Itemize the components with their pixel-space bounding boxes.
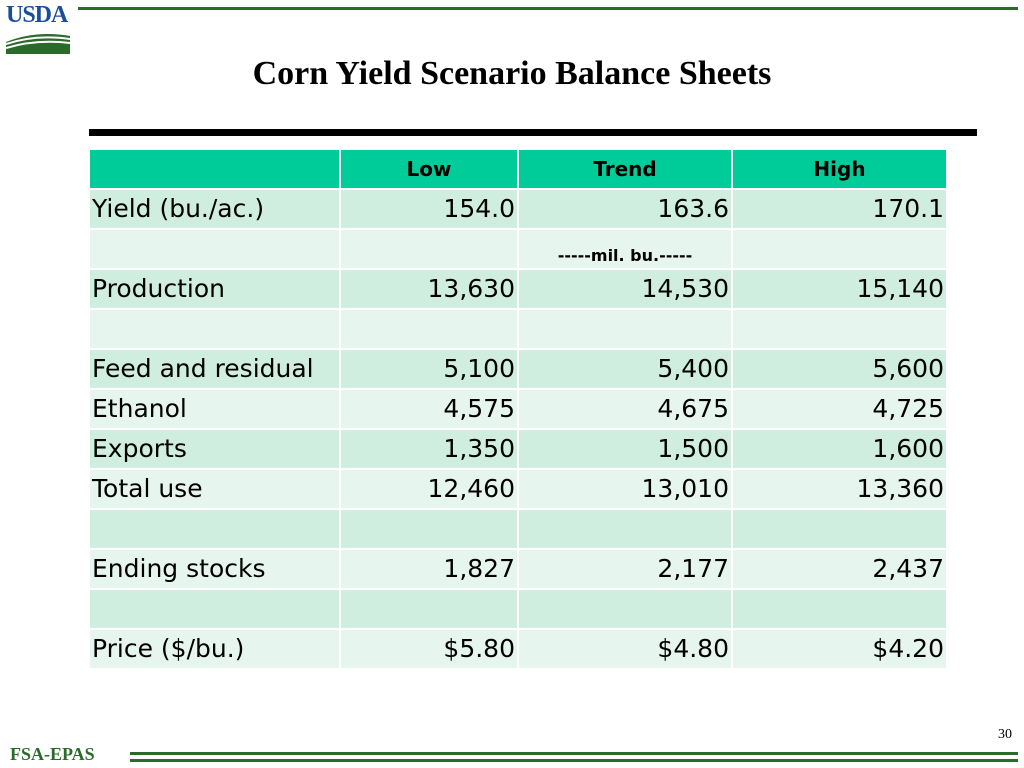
table-row: Exports 1,350 1,500 1,600 [88, 428, 948, 470]
footer-rule [130, 759, 1018, 762]
cell-value: $4.20 [731, 628, 948, 670]
title-divider [89, 129, 977, 136]
cell-value: $4.80 [517, 628, 733, 670]
column-header [88, 148, 341, 190]
cell-value [731, 228, 948, 270]
footer-rule [130, 752, 1018, 755]
balance-sheet-table: Low Trend High Yield (bu./ac.) 154.0 163… [88, 148, 948, 670]
column-header-trend: Trend [517, 148, 733, 190]
row-label [88, 588, 341, 630]
row-label [88, 508, 341, 550]
cell-value: 13,010 [517, 468, 733, 510]
cell-value: 1,500 [517, 428, 733, 470]
cell-value [517, 508, 733, 550]
usda-logo-text: USDA [6, 2, 68, 28]
cell-value: $5.80 [339, 628, 519, 670]
table-row: Feed and residual 5,100 5,400 5,600 [88, 348, 948, 390]
unit-label: -----mil. bu.----- [517, 228, 733, 270]
cell-value [339, 508, 519, 550]
page-title: Corn Yield Scenario Balance Sheets [252, 55, 772, 92]
cell-value: 13,630 [339, 268, 519, 310]
cell-value: 5,100 [339, 348, 519, 390]
cell-value [339, 308, 519, 350]
cell-value: 4,725 [731, 388, 948, 430]
row-label [88, 228, 341, 270]
cell-value [517, 588, 733, 630]
usda-logo-graphic-icon [6, 34, 70, 54]
cell-value: 154.0 [339, 188, 519, 230]
table-header-row: Low Trend High [88, 148, 948, 190]
column-header-low: Low [339, 148, 519, 190]
table-row [88, 508, 948, 550]
cell-value: 14,530 [517, 268, 733, 310]
cell-value [731, 308, 948, 350]
header-rule [78, 7, 1018, 10]
row-label: Total use [88, 468, 341, 510]
table-row: Yield (bu./ac.) 154.0 163.6 170.1 [88, 188, 948, 230]
cell-value: 170.1 [731, 188, 948, 230]
cell-value: 2,437 [731, 548, 948, 590]
row-label: Exports [88, 428, 341, 470]
usda-logo: USDA [6, 2, 70, 54]
cell-value: 5,400 [517, 348, 733, 390]
column-header-high: High [731, 148, 948, 190]
table-row: -----mil. bu.----- [88, 228, 948, 270]
row-label: Production [88, 268, 341, 310]
table-row [88, 308, 948, 350]
cell-value [731, 588, 948, 630]
page-number: 30 [998, 727, 1012, 742]
cell-value: 15,140 [731, 268, 948, 310]
cell-value: 5,600 [731, 348, 948, 390]
cell-value: 13,360 [731, 468, 948, 510]
cell-value: 4,675 [517, 388, 733, 430]
table-row: Production 13,630 14,530 15,140 [88, 268, 948, 310]
table-row: Ethanol 4,575 4,675 4,725 [88, 388, 948, 430]
row-label: Ethanol [88, 388, 341, 430]
cell-value [731, 508, 948, 550]
cell-value [339, 588, 519, 630]
table-row [88, 588, 948, 630]
row-label: Feed and residual [88, 348, 341, 390]
row-label: Price ($/bu.) [88, 628, 341, 670]
cell-value: 12,460 [339, 468, 519, 510]
cell-value: 163.6 [517, 188, 733, 230]
cell-value: 2,177 [517, 548, 733, 590]
footer-label: FSA-EPAS [10, 744, 95, 764]
table-row: Ending stocks 1,827 2,177 2,437 [88, 548, 948, 590]
row-label [88, 308, 341, 350]
row-label: Yield (bu./ac.) [88, 188, 341, 230]
cell-value [339, 228, 519, 270]
cell-value [517, 308, 733, 350]
table-row: Total use 12,460 13,010 13,360 [88, 468, 948, 510]
cell-value: 4,575 [339, 388, 519, 430]
cell-value: 1,827 [339, 548, 519, 590]
table-row: Price ($/bu.) $5.80 $4.80 $4.20 [88, 628, 948, 670]
row-label: Ending stocks [88, 548, 341, 590]
balance-sheet-table-wrap: Low Trend High Yield (bu./ac.) 154.0 163… [88, 148, 948, 670]
cell-value: 1,350 [339, 428, 519, 470]
cell-value: 1,600 [731, 428, 948, 470]
